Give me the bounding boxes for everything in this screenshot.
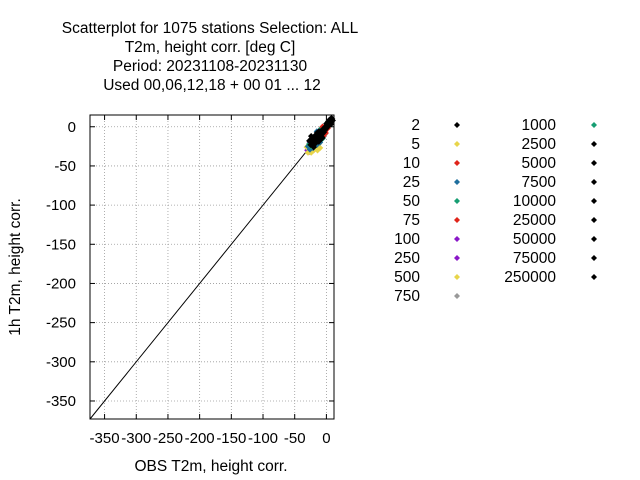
- legend-label: 250000: [504, 269, 556, 286]
- data-point: [328, 114, 335, 122]
- title-line-3: Period: 20231108-20231130: [113, 58, 308, 75]
- y-tick-label: -300: [46, 354, 76, 371]
- identity-diagonal: [89, 117, 335, 420]
- y-tick-label: -250: [46, 315, 76, 332]
- legend-marker: [454, 274, 460, 280]
- legend-label: 250: [394, 250, 420, 267]
- legend-label: 5: [411, 136, 420, 153]
- data-point: [307, 132, 315, 140]
- y-tick-label: -350: [46, 393, 76, 410]
- data-point: [310, 133, 317, 141]
- y-tick-label: -200: [46, 275, 76, 292]
- legend-label: 75000: [513, 250, 556, 267]
- y-axis-ticks: 0 -50 -100 -150 -200 -250 -300 -350: [46, 119, 334, 410]
- x-tick-label: -50: [284, 430, 306, 447]
- x-axis-label: OBS T2m, height corr.: [134, 458, 287, 475]
- x-tick-label: -100: [248, 430, 278, 447]
- chart-title: Scatterplot for 1075 stations Selection:…: [62, 20, 359, 94]
- legend-marker: [591, 236, 597, 242]
- x-tick-label: -200: [185, 430, 215, 447]
- legend-marker: [454, 236, 460, 242]
- y-axis-label: 1h T2m, height corr.: [7, 198, 24, 336]
- legend-label: 7500: [522, 174, 557, 191]
- title-line-1: Scatterplot for 1075 stations Selection:…: [62, 20, 359, 37]
- title-line-2: T2m, height corr. [deg C]: [125, 39, 296, 56]
- y-tick-label: -150: [46, 236, 76, 253]
- legend: 2510255075100250500750100025005000750010…: [394, 117, 597, 305]
- legend-marker: [454, 179, 460, 185]
- legend-label: 100: [394, 231, 420, 248]
- x-tick-label: -250: [153, 430, 183, 447]
- legend-label: 50000: [513, 231, 556, 248]
- legend-label: 1000: [522, 117, 557, 134]
- y-tick-label: -50: [54, 158, 76, 175]
- legend-marker: [454, 198, 460, 204]
- legend-marker: [591, 274, 597, 280]
- legend-marker: [591, 255, 597, 261]
- legend-label: 25: [403, 174, 420, 191]
- legend-label: 10000: [513, 193, 556, 210]
- legend-marker: [454, 293, 460, 299]
- legend-marker: [454, 255, 460, 261]
- legend-label: 10: [403, 155, 421, 172]
- legend-label: 2: [411, 117, 420, 134]
- data-point: [323, 120, 330, 127]
- data-point: [313, 129, 321, 137]
- x-tick-label: -150: [216, 430, 246, 447]
- legend-marker: [591, 179, 597, 185]
- legend-marker: [591, 141, 597, 147]
- legend-label: 500: [394, 269, 420, 286]
- legend-label: 2500: [522, 136, 557, 153]
- legend-marker: [591, 122, 597, 128]
- title-line-4: Used 00,06,12,18 + 00 01 ... 12: [103, 77, 321, 94]
- legend-label: 5000: [522, 155, 557, 172]
- legend-label: 50: [403, 193, 421, 210]
- legend-label: 75: [403, 212, 420, 229]
- data-point: [316, 136, 324, 144]
- legend-marker: [454, 141, 460, 147]
- plot-frame: [89, 114, 335, 420]
- x-axis-ticks: -350 -300 -250 -200 -150 -100 -50 0: [90, 115, 331, 447]
- x-tick-label: 0: [322, 430, 330, 447]
- legend-marker: [454, 217, 460, 223]
- x-tick-label: -350: [90, 430, 120, 447]
- x-tick-label: -300: [121, 430, 151, 447]
- legend-marker: [591, 198, 597, 204]
- y-tick-label: -100: [46, 197, 76, 214]
- legend-marker: [591, 160, 597, 166]
- legend-label: 25000: [513, 212, 556, 229]
- legend-label: 750: [394, 288, 420, 305]
- legend-marker: [454, 160, 460, 166]
- legend-marker: [591, 217, 597, 223]
- data-point: [307, 149, 315, 156]
- data-point: [326, 116, 333, 123]
- legend-marker: [454, 122, 460, 128]
- data-points: [303, 114, 336, 156]
- y-tick-label: 0: [68, 119, 76, 136]
